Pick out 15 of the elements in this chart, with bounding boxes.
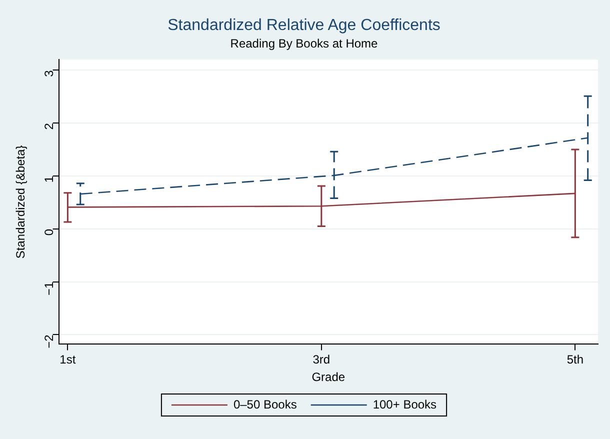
chart-title: Standardized Relative Age Coefficents: [168, 17, 440, 34]
y-tick-label: 0: [42, 228, 56, 236]
y-tick-label: −2: [42, 334, 56, 348]
x-tick-label: 3rd: [312, 352, 330, 367]
chart-subtitle: Reading By Books at Home: [230, 36, 378, 51]
y-axis-title: Standardized {&beta}: [14, 145, 28, 259]
y-tick-label: 2: [42, 122, 56, 130]
y-tick-label: −1: [42, 281, 56, 296]
legend-label: 100+ Books: [372, 397, 437, 412]
x-tick-label: 5th: [566, 352, 584, 367]
legend-label: 0–50 Books: [233, 397, 297, 412]
y-tick-label: 3: [42, 70, 56, 77]
y-tick-label: 1: [42, 176, 56, 183]
x-axis-title: Grade: [312, 370, 346, 384]
x-tick-label: 1st: [60, 352, 76, 367]
